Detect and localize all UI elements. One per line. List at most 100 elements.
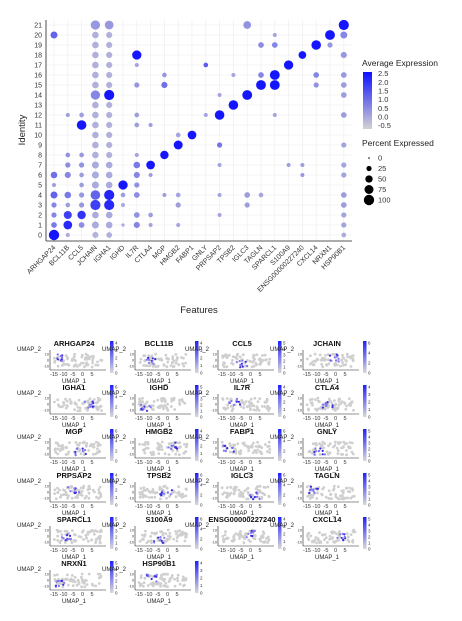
cell-point <box>160 573 163 577</box>
panel-x-tick: 5 <box>175 460 178 466</box>
cell-point <box>73 539 76 543</box>
cell-point <box>61 444 64 447</box>
y-tick-label: 3 <box>38 203 42 210</box>
cell-point <box>249 540 252 543</box>
cell-point <box>254 445 258 448</box>
cell-point <box>266 537 269 540</box>
cell-point <box>177 363 181 367</box>
cell-point <box>253 357 256 361</box>
panel-x-tick: -5 <box>156 504 161 510</box>
cell-point <box>336 363 339 367</box>
cell-point <box>334 402 338 406</box>
cell-point <box>266 485 270 489</box>
panel-scale-label: 0 <box>368 371 371 376</box>
dot-mark <box>92 131 99 139</box>
dot-mark <box>79 152 84 158</box>
cell-point <box>224 530 227 534</box>
panel-y-tick: 0 <box>47 579 49 583</box>
dot-mark <box>258 42 264 48</box>
dot-mark <box>106 71 113 79</box>
cell-point <box>351 540 355 544</box>
dot-mark <box>104 189 115 201</box>
cell-point <box>71 578 74 582</box>
dot-mark <box>217 92 222 98</box>
cell-point <box>316 399 320 403</box>
cell-point <box>347 445 350 449</box>
cell-point <box>251 451 255 455</box>
cell-point <box>305 403 309 407</box>
panel-x-label: UMAP_1 <box>62 379 87 385</box>
dot-mark <box>175 192 181 198</box>
dot-mark <box>106 31 113 39</box>
cell-point <box>138 361 142 364</box>
cell-point <box>330 497 333 501</box>
expressing-cell-point <box>238 360 241 363</box>
cell-point <box>181 495 185 498</box>
expressing-cell-point <box>341 532 344 535</box>
cell-point <box>233 485 237 489</box>
dot-mark <box>64 171 71 179</box>
cell-point <box>309 354 312 358</box>
panel-x-tick: -10 <box>60 504 68 510</box>
expressing-cell-point <box>321 453 324 456</box>
dot-mark <box>217 192 222 198</box>
panel-scale-label: 5 <box>115 561 118 566</box>
dot-mark <box>91 171 99 179</box>
panel-x-tick: 0 <box>81 592 84 598</box>
panel-title: NRXN1 <box>61 559 86 568</box>
cell-point <box>164 353 168 357</box>
cell-point <box>258 484 262 488</box>
cell-point <box>171 360 174 364</box>
panel-color-scale <box>363 385 367 417</box>
cell-point <box>223 491 226 494</box>
panel-y-tick: -10 <box>129 409 135 413</box>
cell-point <box>342 356 345 360</box>
panel-x-tick: 0 <box>249 372 252 378</box>
cell-point <box>97 397 100 401</box>
cell-point <box>228 450 232 454</box>
cell-point <box>64 406 68 410</box>
panel-x-tick: 0 <box>81 548 84 554</box>
cell-point <box>249 397 253 401</box>
dot-mark <box>92 81 99 89</box>
expressing-cell-point <box>336 536 339 540</box>
cell-point <box>85 536 88 540</box>
cell-point <box>67 494 70 498</box>
cell-point <box>95 406 98 409</box>
cell-point <box>263 443 267 446</box>
cell-point <box>99 404 103 408</box>
cell-point <box>179 533 183 537</box>
panel-scale-label: 4 <box>368 435 371 440</box>
cell-point <box>261 492 265 496</box>
cell-point <box>166 585 169 588</box>
panel-x-tick: 0 <box>166 460 169 466</box>
cell-point <box>91 356 95 360</box>
expressing-cell-point <box>337 360 340 363</box>
panel-color-scale <box>110 341 114 373</box>
cell-point <box>172 490 176 494</box>
dot-mark <box>50 171 58 179</box>
panel-x-tick: 5 <box>175 548 178 554</box>
expressing-cell-point <box>226 447 229 450</box>
panel-x-label: UMAP_1 <box>315 379 340 385</box>
cell-point <box>345 449 348 452</box>
panel-scale-label: 2 <box>200 403 203 408</box>
cell-point <box>100 409 103 412</box>
cell-point <box>66 573 69 577</box>
cell-point <box>314 442 318 445</box>
cell-point <box>166 534 170 538</box>
expressing-cell-point <box>140 403 143 406</box>
expressing-cell-point <box>323 453 327 456</box>
cell-point <box>314 407 317 411</box>
cell-point <box>150 496 154 499</box>
dot-mark <box>244 192 251 198</box>
panel-scale-label: 4 <box>115 439 118 444</box>
expressing-cell-point <box>157 536 160 539</box>
dot-mark <box>105 171 113 179</box>
panel-scale-label: 4 <box>115 395 118 400</box>
dot-mark <box>91 161 99 169</box>
expressing-cell-point <box>155 580 158 583</box>
